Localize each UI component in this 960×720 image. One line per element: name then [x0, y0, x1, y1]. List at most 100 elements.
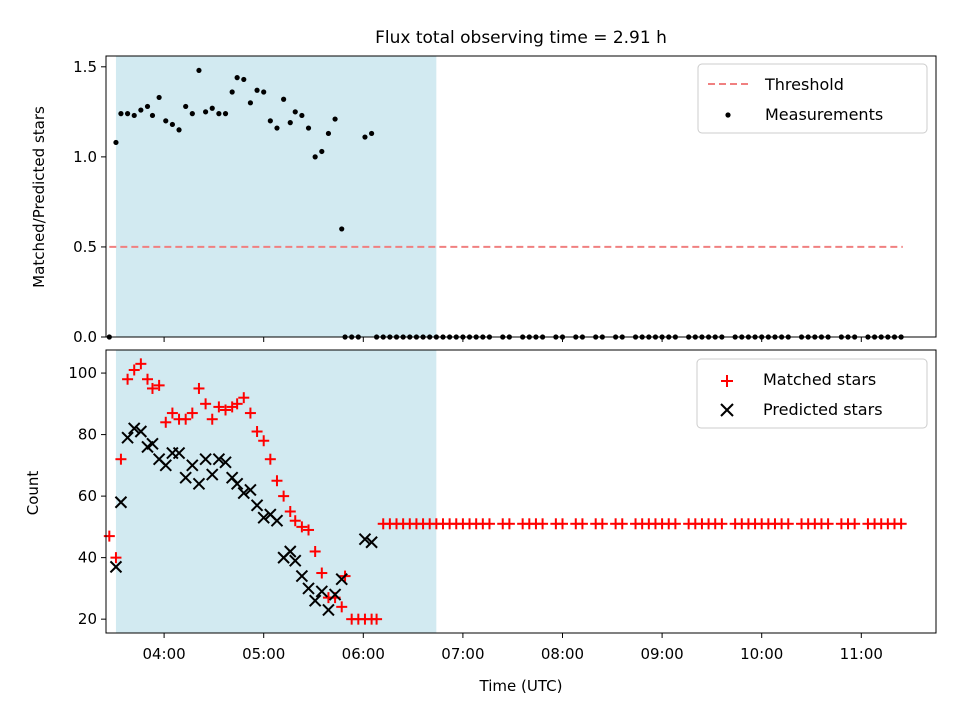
measurement-point — [261, 89, 267, 95]
measurement-point — [369, 130, 375, 137]
y-tick-label: 60 — [78, 487, 97, 505]
measurement-point — [203, 109, 209, 115]
matched-star-point — [271, 475, 283, 487]
predicted-star-point — [250, 499, 264, 512]
predicted-star-point — [270, 514, 284, 527]
predicted-star-point — [186, 459, 199, 472]
matched-star-point — [115, 453, 127, 465]
measurement-point — [312, 154, 318, 160]
matched-star-point — [110, 552, 122, 564]
predicted-star-point — [159, 459, 172, 472]
measurement-point — [216, 111, 222, 117]
predicted-star-point — [212, 452, 226, 466]
measurement-point — [234, 75, 240, 81]
legend-measurements-label: Measurements — [765, 105, 883, 124]
top-panel: 0.0 0.5 1.0 1.5 Matched/Predicted stars Thr… — [30, 55, 937, 346]
measurement-point — [281, 96, 287, 102]
measurement-point — [299, 112, 305, 119]
predicted-star-point — [199, 452, 212, 466]
matched-star-point — [576, 518, 588, 530]
bottom-legend: Matched stars Predicted stars — [696, 358, 928, 429]
predicted-star-point — [179, 471, 192, 484]
x-tick-label: 08:00 — [541, 645, 584, 663]
matched-star-point — [193, 382, 205, 394]
measurement-point — [144, 103, 151, 110]
predicted-star-point — [284, 545, 297, 558]
y-tick-label: 20 — [78, 610, 97, 628]
measurement-point — [319, 148, 325, 155]
bottom-plot-frame — [105, 349, 937, 634]
matched-star-point — [483, 518, 495, 530]
matched-star-point — [284, 505, 296, 517]
matched-star-point — [849, 518, 861, 530]
x-tick-label: 05:00 — [242, 645, 285, 663]
predicted-star-point — [109, 560, 123, 574]
measurement-point — [362, 134, 368, 140]
matched-star-point — [251, 426, 263, 438]
predicted-star-point — [328, 588, 342, 601]
predicted-star-point — [335, 572, 348, 586]
measurement-point — [339, 226, 345, 232]
matched-star-point — [557, 518, 568, 530]
measurement-point — [113, 139, 119, 146]
x-tick-label: 07:00 — [441, 645, 484, 663]
measurement-point — [149, 112, 156, 119]
matched-star-point — [309, 545, 321, 557]
predicted-star-point — [295, 569, 309, 583]
predicted-star-point — [192, 477, 206, 491]
measurement-point — [241, 76, 247, 83]
legend-measurements-swatch — [725, 112, 731, 118]
bottom-panel: 20 40 60 80 100 04:00 05:00 06:00 07:00 08:00 09:… — [24, 349, 937, 695]
measurement-point — [124, 111, 131, 117]
matched-star-point — [186, 407, 198, 419]
matched-star-point — [537, 518, 549, 530]
measurement-point — [176, 127, 182, 133]
top-shaded-region — [115, 56, 437, 337]
legend-matched-swatch — [721, 375, 733, 387]
matched-star-point — [296, 521, 308, 533]
y-tick-label: 40 — [78, 549, 97, 567]
matched-star-point — [258, 435, 270, 447]
matched-star-point — [895, 518, 907, 530]
predicted-star-point — [206, 468, 219, 481]
x-tick-label: 10:00 — [740, 645, 783, 663]
top-y-axis-label: Matched/Predicted stars — [30, 106, 48, 288]
y-tick-label: 0.0 — [73, 328, 97, 346]
matched-star-point — [822, 518, 834, 530]
matched-star-point — [278, 490, 290, 502]
matched-star-point — [316, 567, 328, 579]
matched-star-point — [238, 392, 250, 404]
measurement-point — [196, 67, 202, 74]
measurement-point — [156, 94, 162, 101]
predicted-star-point — [134, 425, 148, 438]
predicted-star-point — [308, 594, 322, 607]
top-plot-frame — [105, 55, 937, 338]
predicted-star-point — [302, 582, 315, 595]
measurement-point — [267, 118, 273, 124]
legend-matched-label: Matched stars — [763, 370, 876, 389]
matched-star-point — [135, 358, 147, 370]
measurement-point — [332, 116, 338, 122]
matched-star-point — [503, 518, 515, 530]
matched-star-point — [128, 364, 140, 376]
y-tick-label: 1.0 — [73, 148, 97, 166]
measurement-point — [274, 125, 280, 131]
matched-star-point — [122, 373, 134, 385]
predicted-star-point — [219, 456, 232, 469]
measurement-point — [325, 130, 332, 137]
predicted-star-point — [244, 483, 257, 497]
measurement-point — [169, 121, 175, 128]
matched-star-point — [289, 515, 301, 527]
measurement-point — [305, 125, 312, 131]
y-tick-label: 80 — [78, 426, 97, 444]
predicted-star-point — [128, 422, 141, 435]
matched-star-point — [231, 398, 243, 410]
x-axis-label: Time (UTC) — [479, 677, 563, 695]
matched-star-point — [244, 407, 256, 419]
matched-star-point — [716, 518, 728, 530]
matched-star-point — [160, 416, 172, 428]
matched-star-point — [103, 530, 115, 542]
matched-star-point — [264, 453, 276, 465]
predicted-star-point — [358, 532, 372, 546]
